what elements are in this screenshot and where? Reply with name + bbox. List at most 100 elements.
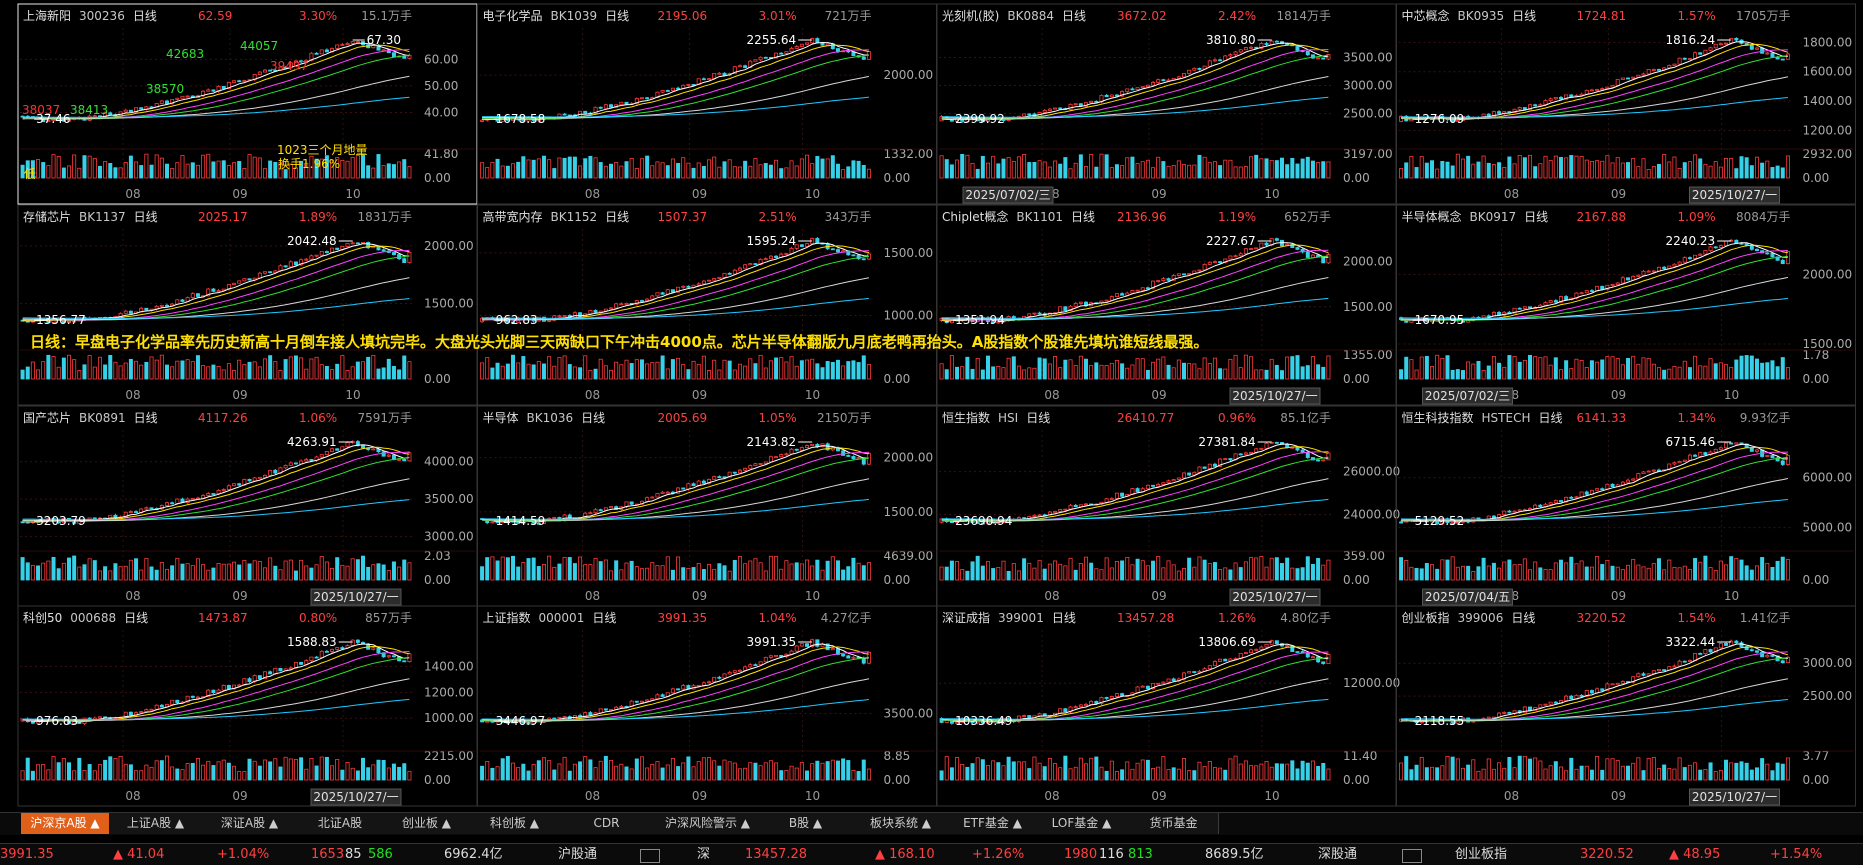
volume-bar — [1656, 163, 1661, 179]
volume-bar — [366, 356, 371, 380]
volume-bar — [944, 159, 949, 179]
candle — [1553, 97, 1558, 100]
date-box — [310, 588, 402, 606]
volume-bar — [835, 560, 840, 581]
date-box — [1689, 788, 1780, 806]
volume-bar — [103, 759, 108, 781]
moving-average — [22, 698, 410, 720]
candle — [345, 42, 350, 45]
candle — [1192, 67, 1197, 71]
header-code: BK0917 — [1470, 210, 1517, 224]
volume-bar — [572, 563, 577, 581]
volume-bar — [1223, 368, 1228, 380]
month-label: 09 — [1611, 187, 1626, 201]
market-tab[interactable]: 北证A股 — [297, 813, 384, 834]
candle — [639, 300, 644, 302]
market-tab[interactable]: B股 ▲ — [761, 813, 851, 834]
volume-bar — [1290, 760, 1295, 781]
volume-bar — [20, 369, 25, 380]
market-tab[interactable]: 沪深京A股 ▲ — [21, 813, 110, 834]
volume-bar — [1770, 360, 1775, 380]
volume-bar — [1006, 357, 1011, 380]
volume-bar — [345, 565, 350, 581]
candle — [1626, 277, 1631, 281]
volume-bar — [1310, 356, 1315, 380]
market-tab[interactable]: 上证A股 ▲ — [109, 813, 203, 834]
volume-bar — [696, 563, 701, 581]
high-label: 67.30 — [367, 33, 401, 47]
candle — [1228, 458, 1233, 461]
volume-bar — [743, 563, 748, 581]
volume-bar — [562, 756, 567, 781]
market-tab[interactable]: CDR — [559, 813, 655, 834]
market-tab[interactable]: 板块系统 ▲ — [850, 813, 952, 834]
volume-bar — [1682, 565, 1687, 581]
candle — [1089, 100, 1094, 104]
candle — [1285, 645, 1290, 648]
candle — [758, 463, 763, 465]
market-tab[interactable]: 货币基金 — [1129, 813, 1219, 834]
volume-bar — [866, 768, 871, 781]
volume-bar — [495, 362, 500, 380]
moving-average — [1401, 499, 1788, 520]
market-tab[interactable]: 科创板 ▲ — [470, 813, 560, 834]
candle — [1104, 94, 1109, 98]
candle — [226, 81, 231, 90]
panel-border — [1396, 3, 1856, 205]
volume-bar — [835, 359, 840, 380]
volume-bar — [335, 759, 340, 781]
candle — [1698, 653, 1703, 655]
candle — [268, 271, 273, 274]
volume-bar — [665, 165, 670, 179]
volume-bar — [727, 761, 732, 781]
volume-bar — [557, 763, 562, 781]
volume-bar — [407, 361, 412, 380]
candle — [645, 298, 650, 302]
market-tab[interactable]: ETF基金 ▲ — [951, 813, 1035, 834]
volume-bar — [1176, 570, 1181, 581]
volume-bar — [1316, 162, 1321, 179]
stock-panel: 光刻机(胶) BK0884 日线 3672.02 2.42% 1814万手3500.003… — [936, 3, 1397, 205]
volume-bar — [134, 161, 139, 179]
volume-bar — [1032, 567, 1037, 581]
market-tab[interactable]: LOF基金 ▲ — [1034, 813, 1130, 834]
stock-panel: 恒生科技指数 HSTECH 日线 6141.33 1.34% 9.93亿手6000.005… — [1396, 405, 1856, 607]
candle — [139, 711, 144, 714]
volume-bar — [1042, 358, 1047, 380]
candle — [1718, 447, 1723, 450]
volume-bar — [1305, 556, 1310, 581]
candle — [1507, 510, 1512, 513]
month-label: 08 — [125, 187, 140, 201]
candle — [830, 648, 835, 651]
candle — [159, 100, 164, 104]
market-tab[interactable]: 沪深风险警示 ▲ — [654, 813, 762, 834]
volume-bar — [1120, 363, 1125, 380]
volume-bar — [108, 355, 113, 380]
market-tab[interactable]: 深证A股 ▲ — [202, 813, 298, 834]
volume-bar — [1254, 765, 1259, 781]
price: 3672.02 — [1117, 9, 1167, 23]
low-label: 1351.94 — [955, 313, 1005, 327]
panel-header: 创业板指 399006 日线 — [1402, 610, 1536, 625]
volume-bar — [480, 162, 485, 179]
candle — [639, 97, 644, 100]
volume-bar — [572, 763, 577, 781]
candle — [1042, 110, 1047, 113]
candle — [825, 643, 830, 651]
vol-tick-label: 0.00 — [1343, 573, 1370, 587]
volume-bar — [986, 162, 991, 179]
volume-bar — [639, 568, 644, 581]
month-label: 09 — [1611, 388, 1626, 402]
volume-bar — [1558, 559, 1563, 581]
moving-average — [22, 678, 410, 721]
volume-bar — [660, 355, 665, 380]
candle — [283, 66, 288, 69]
price-plot — [939, 237, 1331, 324]
volume-bar — [732, 560, 737, 581]
volume-bar — [1404, 162, 1409, 179]
candle — [593, 509, 598, 514]
market-tab[interactable]: 创业板 ▲ — [383, 813, 471, 834]
candle — [1135, 686, 1140, 694]
moving-average — [941, 456, 1329, 522]
volume-bar — [841, 569, 846, 581]
